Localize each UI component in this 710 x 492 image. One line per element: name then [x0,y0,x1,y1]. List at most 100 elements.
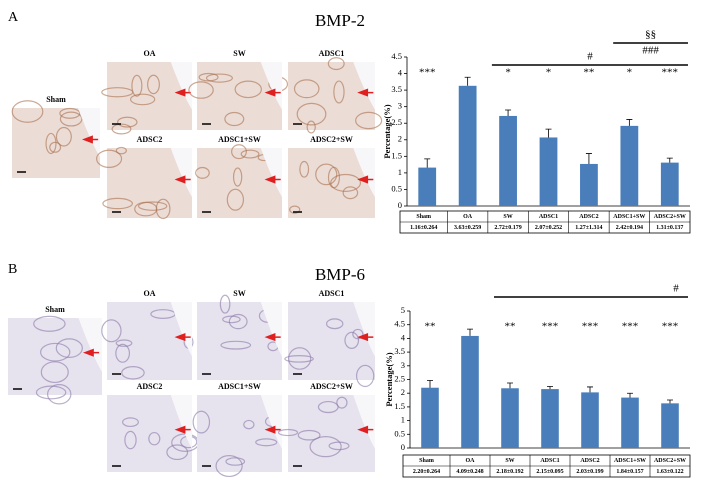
error-bar [467,328,473,336]
image-caption: ADSC2 [137,135,163,144]
significance: * [505,67,511,79]
bar [621,397,639,448]
significance: *** [622,321,639,333]
tissue [95,149,123,168]
table-value: 2.72±0.179 [494,225,521,231]
table-category: ADSC2 [580,458,599,464]
panel-letter: B [8,262,17,277]
significance: *** [419,67,436,79]
tissue [137,201,168,211]
y-tick-label: 3.5 [394,346,405,356]
error-bar [424,158,431,168]
image-caption: Sham [46,95,66,104]
cartilage-gap [353,302,375,357]
table-category: OA [466,458,476,464]
tissue [225,457,246,466]
table-category: ADSC2+SW [654,458,686,464]
table-value: 1.31±0.137 [656,225,683,231]
cartilage-gap [170,148,192,197]
error-bar [666,157,673,163]
cartilage-gap [260,302,282,357]
table-value: 2.03±0.199 [576,469,603,475]
tissue [33,315,66,332]
bar [581,392,599,448]
tissue [231,144,247,160]
tissue [306,120,316,134]
table-value: 2.15±0.095 [536,469,563,475]
tissue [226,188,245,211]
tissue [205,73,233,83]
cartilage-gap [260,395,282,449]
error-bar [547,386,553,390]
tissue [309,436,342,458]
cartilage-gap [260,62,282,110]
cartilage-gap [170,395,192,449]
tissue [102,197,133,210]
chart-title: BMP-6 [315,265,365,284]
y-tick-label: 1.5 [391,150,402,160]
y-axis-label: Percentage(%) [384,352,394,406]
arrow [174,333,191,342]
tissue [222,315,241,324]
chart-title: BMP-2 [315,11,365,30]
tissue [284,354,314,363]
y-tick-label: 4 [398,68,403,78]
bar [458,85,477,206]
comparison-label: # [587,51,593,63]
comparison-label: # [673,283,679,295]
y-axis-label: Percentage(%) [382,104,392,158]
tissue [47,383,72,405]
error-bar [505,109,512,116]
tissue [124,430,137,450]
y-tick-label: 3.5 [391,84,402,94]
arrow [264,175,281,184]
tissue [129,93,156,106]
table-value: 2.42±0.194 [616,225,643,231]
table-category: ADSC1+SW [613,214,645,220]
table-value: 1.84±0.157 [616,469,643,475]
tissue [49,141,62,153]
tissue [115,339,133,347]
table-category: Sham [419,458,434,464]
tissue [355,364,375,388]
y-tick-label: 1 [401,415,405,425]
tissue [147,74,160,95]
tissue [148,431,161,446]
table-category: SW [503,214,512,220]
table-category: OA [463,214,473,220]
tissue [344,331,360,350]
error-bar [627,392,633,398]
arrow [174,175,191,184]
error-bar [667,399,673,404]
tissue [188,81,214,99]
y-tick-label: 0 [398,200,402,210]
tissue [293,79,320,99]
image-caption: SW [233,289,245,298]
table-category: ADSC2 [579,214,598,220]
tissue [121,366,145,380]
image-caption: ADSC2+SW [310,382,353,391]
bar [661,403,679,448]
cartilage-gap [353,395,375,449]
bar [501,388,519,448]
tissue [111,123,132,135]
y-tick-label: 2.5 [391,117,402,127]
tissue [228,313,248,330]
y-tick-label: 3 [398,101,402,111]
panel-letter: A [8,10,19,25]
tissue [330,173,362,192]
cartilage-gap [353,148,375,197]
tissue [243,419,255,430]
tissue [117,116,138,128]
tissue [232,167,243,187]
tissue [166,444,189,461]
tissue [234,80,262,99]
arrow [174,425,191,434]
y-tick-label: 4.5 [391,51,402,61]
cartilage-gap [353,62,375,110]
arrow [357,333,374,342]
cartilage-gap [78,318,102,372]
significance: ** [583,67,594,79]
table-value: 2.20±0.264 [413,469,440,475]
tissue [220,340,252,350]
